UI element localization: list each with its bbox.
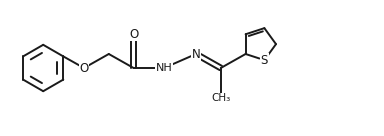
Text: CH₃: CH₃ <box>211 93 230 103</box>
Text: O: O <box>79 61 89 75</box>
Text: N: N <box>192 47 200 61</box>
Text: NH: NH <box>156 63 172 73</box>
Text: O: O <box>129 27 138 41</box>
Text: S: S <box>261 54 268 67</box>
